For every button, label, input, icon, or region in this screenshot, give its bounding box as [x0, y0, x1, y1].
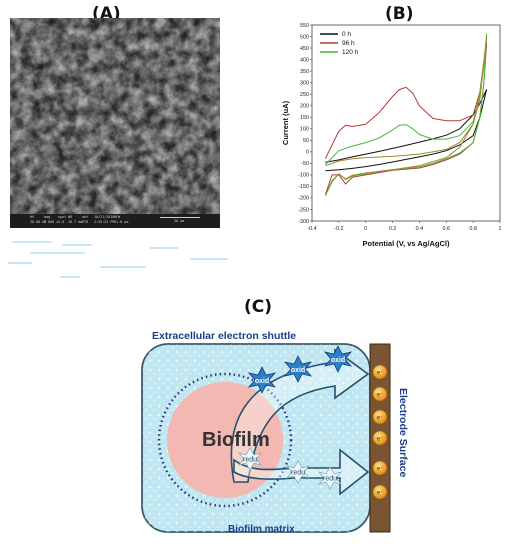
oxid-label-1: oxid: [255, 378, 269, 385]
electrode-label: Electrode Surface: [397, 388, 409, 477]
sem-databar-value: 5.0: [58, 220, 65, 224]
electron-label-6: e⁻: [377, 490, 384, 496]
electron-stack: [372, 364, 388, 500]
x-tick-label: 0.8: [469, 226, 477, 232]
y-tick-label: 350: [300, 69, 309, 75]
oxid-burst-2: oxid: [283, 355, 313, 383]
sem-scale-bar: [160, 217, 200, 218]
shuttle-label: Extracellular electron shuttle: [152, 330, 296, 342]
sem-databar-value: 10.7 mm: [68, 220, 83, 224]
oxid-label-2: oxid: [291, 367, 305, 374]
sem-databar-header: mag: [44, 215, 51, 219]
x-tick-label: -0.4: [307, 226, 316, 232]
matrix-label: Biofilm matrix: [228, 524, 295, 535]
x-tick-label: 0.2: [389, 226, 397, 232]
sem-databar-value: ETD: [82, 220, 89, 224]
y-tick-label: 450: [300, 46, 309, 52]
y-tick-label: 50: [303, 138, 309, 144]
legend-label-1: 96 h: [342, 40, 355, 47]
x-tick-label: 0: [364, 226, 367, 232]
y-tick-label: 150: [300, 115, 309, 121]
y-tick-label: 550: [300, 23, 309, 29]
series-line-2: [324, 33, 488, 196]
sem-databar-header: det: [82, 215, 89, 219]
sem-databar-header: WD: [68, 215, 73, 219]
sem-micrograph: HV 20.00 kV mag 8 000 x spot 5.0 WD 10.7 mm det E…: [10, 18, 220, 228]
y-tick-label: -150: [298, 184, 309, 190]
x-tick-label: -0.2: [334, 226, 343, 232]
electron-3: [372, 409, 388, 425]
sem-databar-header: HFW: [114, 215, 121, 219]
y-tick-label: 200: [300, 104, 309, 110]
sem-databar-value: 2:55:22 PM: [94, 220, 115, 224]
x-tick-label: 0.4: [416, 226, 424, 232]
oxid-burst-1: oxid: [247, 366, 277, 394]
plot-frame: [311, 24, 501, 222]
sem-texture: [10, 18, 220, 228]
electron-label-4: e⁻: [377, 436, 384, 442]
electron-6: [372, 484, 388, 500]
sem-databar: HV 20.00 kV mag 8 000 x spot 5.0 WD 10.7 mm det E…: [10, 214, 220, 228]
biofilm-boundary: [157, 372, 293, 508]
electron-label-5: e⁻: [377, 466, 384, 472]
oxid-burst-3: oxid: [323, 345, 353, 373]
oxid-label-3: oxid: [331, 357, 345, 364]
x-tick-label: 1: [499, 226, 502, 232]
y-tick-label: 400: [300, 57, 309, 63]
sem-scale-label: 30 µm: [174, 219, 185, 223]
electron-5: [372, 460, 388, 476]
electron-label-1: e⁻: [377, 370, 384, 376]
series-line-0: [325, 89, 488, 172]
x-tick-label: 0.6: [443, 226, 451, 232]
panel-b-label: (B): [381, 4, 418, 24]
redu-label-3: redu: [323, 476, 337, 483]
sem-databar-header: 10/21/2016: [94, 215, 115, 219]
electron-2: [372, 386, 388, 402]
shuttle-arrow-upper: [230, 348, 370, 483]
y-tick-label: -50: [301, 161, 309, 167]
y-axis-label: Current (uA): [281, 100, 290, 145]
biofilm-diagram: oxid oxid oxid redu redu redu Extracellu…: [141, 330, 409, 535]
y-tick-label: 250: [300, 92, 309, 98]
sem-databar-value: 8 000 x: [44, 220, 59, 224]
y-tick-label: -200: [298, 196, 309, 202]
y-tick-label: 500: [300, 34, 309, 40]
y-tick-label: -100: [298, 173, 309, 179]
panel-c-label: (C): [240, 297, 277, 317]
sem-databar-header: HV: [30, 215, 35, 219]
legend-label-0: 0 h: [342, 31, 351, 38]
y-tick-label: 100: [300, 127, 309, 133]
y-tick-label: 0: [306, 150, 309, 156]
electron-1: [372, 364, 388, 380]
series-line-1: [324, 42, 488, 195]
redu-burst-1: redu: [238, 447, 262, 471]
redu-label-1: redu: [243, 457, 257, 464]
electron-label-3: e⁻: [377, 415, 384, 421]
redu-burst-3: redu: [318, 466, 342, 490]
y-tick-label: 300: [300, 80, 309, 86]
electron-label-2: e⁻: [377, 392, 384, 398]
sem-databar-header: spot: [58, 215, 67, 219]
y-tick-label: -300: [298, 219, 309, 225]
y-tick-label: -250: [298, 207, 309, 213]
sem-databar-value: 20.00 kV: [30, 220, 47, 224]
x-axis-label: Potential (V, vs Ag/AgCl): [363, 239, 450, 248]
series-line-3: [324, 38, 488, 196]
sem-databar-value: 51.8 µm: [114, 220, 129, 224]
biofilm-label: Biofilm: [202, 429, 270, 451]
electron-4: [372, 430, 388, 446]
cv-chart: -300 -250 -200 -150 -100 -50 0 50 100 150 200 250 30…: [281, 23, 502, 248]
legend-label-2: 120 h: [342, 49, 359, 56]
redu-burst-2: redu: [286, 460, 310, 484]
redu-label-2: redu: [291, 470, 305, 477]
